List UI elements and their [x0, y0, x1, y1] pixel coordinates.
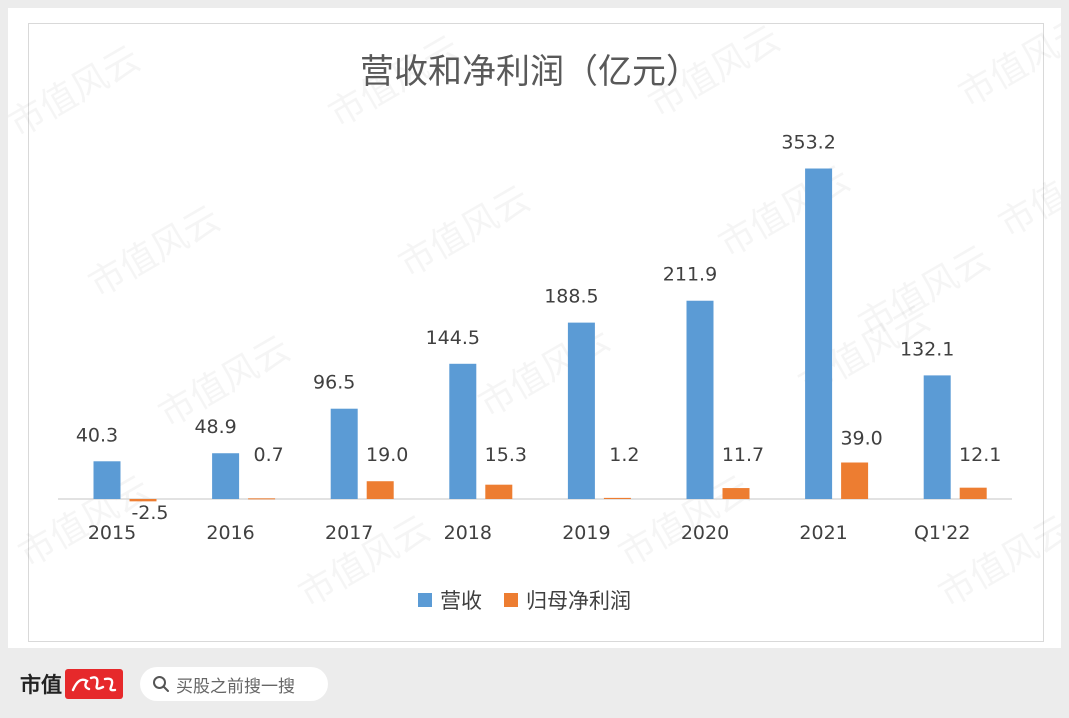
bar-net-profit-Q1'22 — [959, 487, 987, 499]
bar-revenue-2016 — [212, 453, 240, 499]
bar-revenue-2015 — [93, 461, 121, 499]
chart-title: 营收和净利润（亿元） — [360, 52, 700, 92]
data-label-net-profit-2020: 11.7 — [722, 444, 764, 466]
x-tick-label-2016: 2016 — [206, 522, 254, 544]
data-label-net-profit-2017: 19.0 — [366, 444, 408, 466]
bar-net-profit-2019 — [603, 497, 631, 499]
bar-revenue-2017 — [330, 408, 358, 499]
legend-swatch-revenue — [418, 593, 432, 607]
x-tick-label-2018: 2018 — [444, 522, 492, 544]
search-icon — [153, 676, 169, 692]
bar-revenue-Q1'22 — [923, 375, 951, 499]
data-label-net-profit-2019: 1.2 — [609, 444, 639, 466]
x-tick-label-2021: 2021 — [799, 522, 847, 544]
chart: 市值风云市值风云市值风云市值风云市值风云市值风云市值风云市值风云市值风云市值风云… — [8, 8, 1061, 616]
brand-mark-icon — [65, 669, 123, 699]
x-tick-labels: 2015 2016 2017 2018 2019 2020 2021 Q1'22 — [88, 522, 971, 544]
data-label-revenue-2019: 188.5 — [544, 286, 598, 308]
x-tick-label-2019: 2019 — [562, 522, 610, 544]
x-tick-label-2015: 2015 — [88, 522, 136, 544]
watermark-text-6: 市值风云 — [712, 158, 857, 266]
bar-net-profit-2020 — [722, 488, 750, 499]
data-labels: 40.3 -2.5 48.9 0.7 96.5 19.0 144.5 15.3 188.5 1.2… — [76, 132, 1002, 524]
data-label-net-profit-2016: 0.7 — [253, 444, 283, 466]
legend-swatch-net-profit — [504, 593, 518, 607]
data-label-revenue-2020: 211.9 — [663, 264, 717, 286]
data-label-revenue-2015: 40.3 — [76, 424, 118, 446]
data-label-net-profit-2021: 39.0 — [840, 428, 882, 450]
watermark-text-4: 市值风云 — [82, 198, 227, 306]
footer: 市值 买股之前搜一搜 — [0, 648, 1069, 718]
bar-net-profit-2021 — [841, 462, 869, 499]
watermark-text-7: 市值风云 — [992, 138, 1061, 246]
data-label-revenue-2021: 353.2 — [781, 132, 835, 154]
watermark-layer: 市值风云市值风云市值风云市值风云市值风云市值风云市值风云市值风云市值风云市值风云… — [8, 8, 1061, 616]
watermark-text-9: 市值风云 — [472, 318, 617, 426]
data-label-net-profit-Q1'22: 12.1 — [959, 444, 1001, 466]
legend-label-revenue: 营收 — [440, 589, 482, 613]
bar-revenue-2018 — [449, 363, 477, 499]
data-label-revenue-Q1'22: 132.1 — [900, 338, 954, 360]
data-label-revenue-2017: 96.5 — [313, 372, 355, 394]
legend-label-net-profit: 归母净利润 — [526, 589, 631, 613]
bar-net-profit-2017 — [366, 481, 394, 499]
data-label-revenue-2016: 48.9 — [194, 416, 236, 438]
x-tick-label-Q1'22: Q1'22 — [914, 522, 970, 544]
bar-net-profit-2015 — [129, 499, 157, 502]
watermark-text-0: 市值风云 — [8, 38, 147, 146]
search-text: 买股之前搜一搜 — [176, 676, 295, 697]
data-label-net-profit-2015: -2.5 — [131, 502, 168, 524]
bar-revenue-2020 — [686, 300, 714, 499]
bar-revenue-2019 — [567, 322, 595, 499]
x-tick-label-2017: 2017 — [325, 522, 373, 544]
bar-net-profit-2016 — [248, 498, 276, 500]
plot-frame — [28, 23, 1044, 642]
bars — [93, 168, 987, 502]
search-bar[interactable]: 买股之前搜一搜 — [140, 667, 328, 701]
brand-logo: 市值 — [20, 669, 123, 699]
brand-text: 市值 — [20, 673, 62, 697]
watermark-text-3: 市值风云 — [952, 8, 1061, 116]
bar-net-profit-2018 — [485, 484, 513, 499]
legend: 营收 归母净利润 — [418, 589, 631, 613]
data-label-net-profit-2018: 15.3 — [485, 444, 527, 466]
watermark-text-5: 市值风云 — [392, 178, 537, 286]
data-label-revenue-2018: 144.5 — [426, 327, 480, 349]
bar-revenue-2021 — [805, 168, 833, 500]
x-tick-label-2020: 2020 — [681, 522, 729, 544]
chart-card: 市值风云市值风云市值风云市值风云市值风云市值风云市值风云市值风云市值风云市值风云… — [8, 8, 1061, 648]
